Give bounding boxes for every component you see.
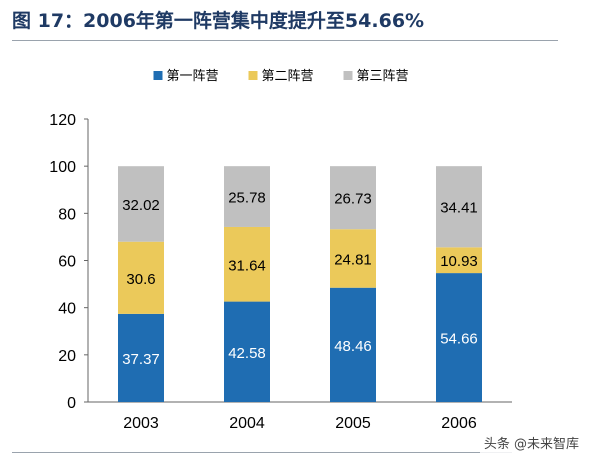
bottom-divider bbox=[12, 452, 512, 453]
bar-segment bbox=[330, 166, 376, 230]
bar-segment bbox=[224, 301, 270, 402]
data-label: 25.78 bbox=[228, 190, 266, 207]
data-label: 26.73 bbox=[334, 191, 372, 208]
legend-label: 第三阵营 bbox=[357, 69, 409, 84]
x-tick-label: 2003 bbox=[123, 415, 159, 432]
data-label: 30.6 bbox=[126, 271, 155, 288]
legend-label: 第二阵营 bbox=[262, 69, 314, 84]
y-tick-label: 80 bbox=[58, 206, 76, 223]
legend-label: 第一阵营 bbox=[167, 69, 219, 84]
bar-segment bbox=[118, 241, 164, 314]
data-label: 32.02 bbox=[122, 197, 160, 214]
x-tick-label: 2004 bbox=[229, 415, 265, 432]
bar-segment bbox=[436, 273, 482, 402]
y-tick-label: 100 bbox=[49, 159, 76, 176]
bar-segment bbox=[330, 229, 376, 288]
chart-title: 图 17：2006年第一阵营集中度提升至54.66% bbox=[12, 10, 425, 32]
x-tick-label: 2006 bbox=[441, 415, 477, 432]
data-label: 54.66 bbox=[440, 331, 478, 348]
source-watermark: 头条 @未来智库 bbox=[479, 432, 583, 453]
legend-swatch bbox=[343, 71, 353, 80]
data-label: 31.64 bbox=[228, 257, 266, 274]
data-label: 24.81 bbox=[334, 251, 372, 268]
data-label: 10.93 bbox=[440, 253, 478, 270]
y-tick-label: 0 bbox=[67, 395, 76, 412]
bar-segment bbox=[118, 313, 164, 402]
legend-swatch bbox=[153, 71, 163, 80]
y-tick-label: 120 bbox=[49, 112, 76, 129]
bar-segment bbox=[436, 166, 482, 248]
bar-segment bbox=[224, 226, 270, 302]
data-label: 37.37 bbox=[122, 351, 160, 368]
y-tick-label: 40 bbox=[58, 301, 76, 318]
title-divider bbox=[12, 40, 558, 41]
x-tick-label: 2005 bbox=[335, 415, 371, 432]
bar-segment bbox=[118, 166, 164, 242]
legend-swatch bbox=[248, 71, 258, 80]
bar-segment bbox=[224, 166, 270, 227]
data-label: 48.46 bbox=[334, 338, 372, 355]
y-tick-label: 20 bbox=[58, 348, 76, 365]
data-label: 42.58 bbox=[228, 345, 266, 362]
bar-segment bbox=[330, 287, 376, 402]
data-label: 34.41 bbox=[440, 200, 478, 217]
y-tick-label: 60 bbox=[58, 254, 76, 271]
bar-segment bbox=[436, 247, 482, 274]
